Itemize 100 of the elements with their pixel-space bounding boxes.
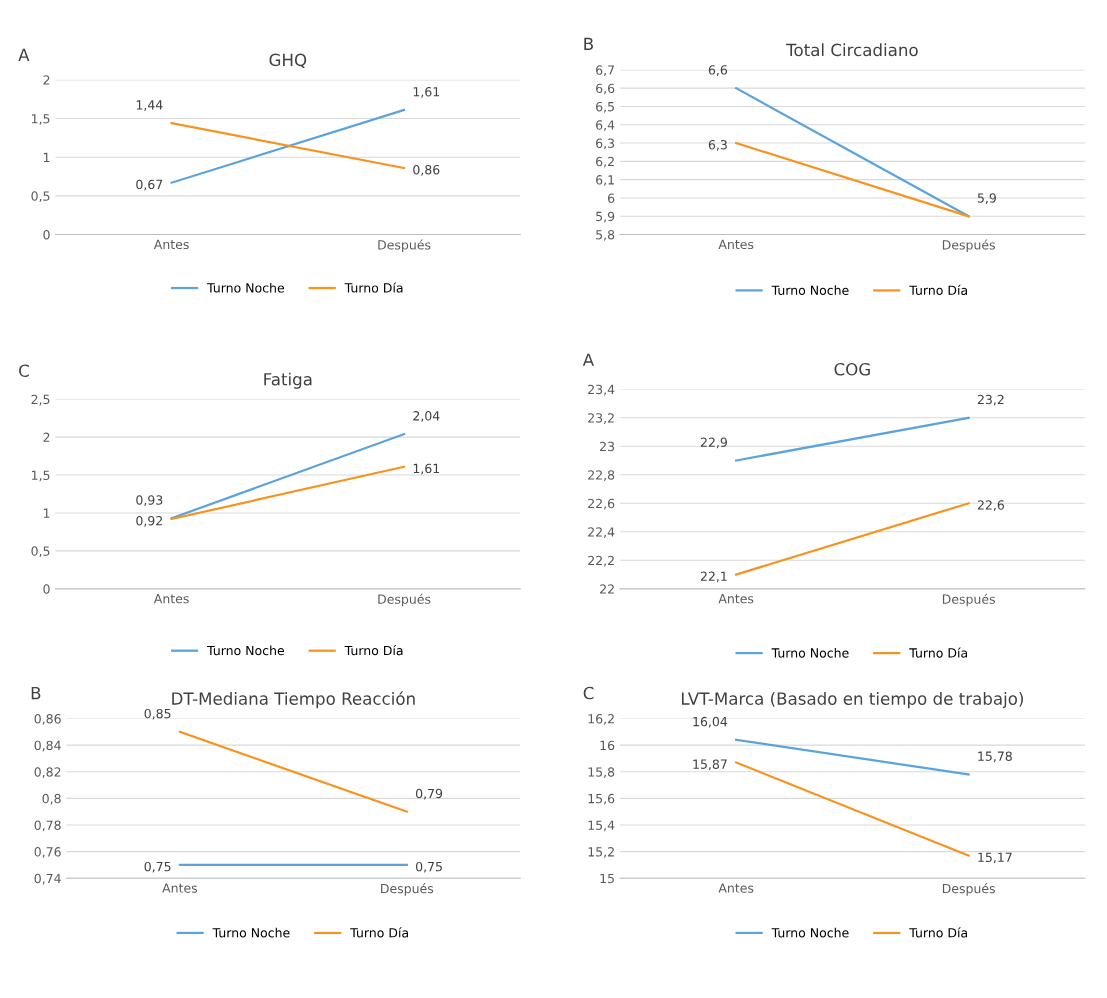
chart-title: Total Circadiano <box>786 43 918 57</box>
legend-label: Turno Día <box>344 282 403 293</box>
y-tick-label: 1,5 <box>31 470 50 482</box>
y-tick-label: 15,8 <box>588 767 615 778</box>
y-tick-label: 0 <box>43 584 50 594</box>
x-tick-label: Antes <box>718 594 754 604</box>
legend-label: Turno Noche <box>771 647 849 658</box>
y-tick-label: 0,8 <box>42 793 61 805</box>
y-tick-label: 0,78 <box>34 820 61 832</box>
data-label: 1,61 <box>413 87 440 98</box>
y-tick-label: 0,5 <box>31 546 50 558</box>
y-tick-label: 6,2 <box>596 156 614 168</box>
y-tick-label: 2 <box>43 432 50 442</box>
y-tick-label: 0,74 <box>34 873 61 885</box>
data-label: 0,79 <box>415 788 443 800</box>
y-tick-label: 0 <box>43 230 50 240</box>
y-tick-label: 16,2 <box>588 714 614 725</box>
text: C <box>583 686 594 700</box>
y-tick-label: 6,3 <box>596 138 615 150</box>
y-tick-label: 22,4 <box>588 527 615 538</box>
y-tick-label: 6,7 <box>596 65 614 77</box>
chart-title: DT-Mediana Tiempo Reacción <box>172 691 415 709</box>
y-tick-label: 0,82 <box>34 767 61 778</box>
data-label: 22,1 <box>700 571 727 583</box>
x-tick-label: Después <box>378 239 431 252</box>
y-tick-label: 16 <box>600 740 615 751</box>
y-tick-label: 2 <box>43 75 50 85</box>
text: A <box>582 353 594 366</box>
data-label: 0,85 <box>144 708 171 720</box>
y-tick-label: 15 <box>600 873 614 884</box>
y-tick-label: 1,5 <box>31 114 50 125</box>
x-tick-label: Después <box>942 239 995 252</box>
x-tick-label: Antes <box>718 883 754 893</box>
y-tick-label: 6,6 <box>596 83 615 95</box>
data-label: 0,86 <box>413 164 440 176</box>
legend-label: Turno Día <box>344 645 403 656</box>
y-tick-label: 15,2 <box>588 847 614 858</box>
y-tick-label: 0,84 <box>34 740 61 752</box>
data-label: 0,92 <box>136 515 162 527</box>
x-tick-label: Antes <box>718 239 754 250</box>
y-tick-label: 6,5 <box>596 101 614 113</box>
data-label: 1,61 <box>413 463 440 475</box>
y-tick-label: 6,4 <box>596 120 615 131</box>
data-label: 1,44 <box>136 100 163 111</box>
y-tick-label: 0,86 <box>34 714 61 725</box>
text: B <box>584 37 593 50</box>
x-tick-label: Después <box>378 593 431 607</box>
data-label: 22,9 <box>700 437 727 449</box>
y-tick-label: 23,4 <box>588 384 615 396</box>
chart-title: LVT-Marca (Basado en tiempo de trabajo) <box>681 692 1023 709</box>
legend-label: Turno Día <box>909 284 968 295</box>
y-tick-label: 22,2 <box>588 555 614 567</box>
legend-label: Turno Día <box>909 927 968 938</box>
text: C <box>19 364 29 378</box>
x-tick-label: Después <box>942 883 995 896</box>
data-label: 16,04 <box>693 716 728 728</box>
data-label: 5,9 <box>977 193 996 204</box>
data-label: 0,75 <box>415 861 442 873</box>
x-tick-label: Antes <box>153 594 189 604</box>
y-tick-label: 22,8 <box>588 470 615 481</box>
x-tick-label: Antes <box>162 883 198 893</box>
data-label: 0,75 <box>144 861 171 873</box>
legend-label: Turno Día <box>350 927 408 938</box>
legend-label: Turno Noche <box>212 927 290 938</box>
data-label: 23,2 <box>977 394 1004 406</box>
chart-title: Fatiga <box>264 372 312 389</box>
x-tick-label: Después <box>381 883 434 896</box>
y-tick-label: 23,2 <box>588 413 614 424</box>
x-tick-label: Antes <box>153 239 189 250</box>
y-tick-label: 5,9 <box>596 211 615 223</box>
legend-label: Turno Noche <box>771 927 849 938</box>
y-tick-label: 0,76 <box>34 847 61 858</box>
y-tick-label: 2,5 <box>31 394 50 406</box>
y-tick-label: 6 <box>607 193 615 203</box>
y-tick-label: 15,6 <box>588 793 615 805</box>
data-label: 2,04 <box>413 411 440 422</box>
y-tick-label: 22,6 <box>588 498 615 510</box>
y-tick-label: 5,8 <box>596 230 615 241</box>
data-label: 6,6 <box>708 65 728 76</box>
legend-label: Turno Noche <box>207 645 285 656</box>
text: A <box>18 48 30 61</box>
data-label: 22,6 <box>977 500 1004 511</box>
text: B <box>31 686 41 700</box>
x-tick-label: Después <box>942 593 995 607</box>
y-tick-label: 0,5 <box>31 191 50 203</box>
y-tick-label: 1 <box>43 508 50 518</box>
y-tick-label: 23 <box>600 441 615 452</box>
legend-label: Turno Noche <box>771 285 849 295</box>
y-tick-label: 1 <box>43 152 50 162</box>
chart-title: GHQ <box>269 53 307 69</box>
chart-title: COG <box>834 362 870 376</box>
data-label: 15,87 <box>693 759 727 771</box>
y-tick-label: 6,1 <box>596 175 614 186</box>
data-label: 0,93 <box>136 495 163 507</box>
data-label: 15,78 <box>978 751 1012 763</box>
y-tick-label: 22 <box>600 584 614 594</box>
legend-label: Turno Noche <box>207 282 285 293</box>
data-label: 6,3 <box>708 140 727 151</box>
data-label: 0,67 <box>136 179 163 191</box>
y-tick-label: 15,4 <box>588 820 615 832</box>
